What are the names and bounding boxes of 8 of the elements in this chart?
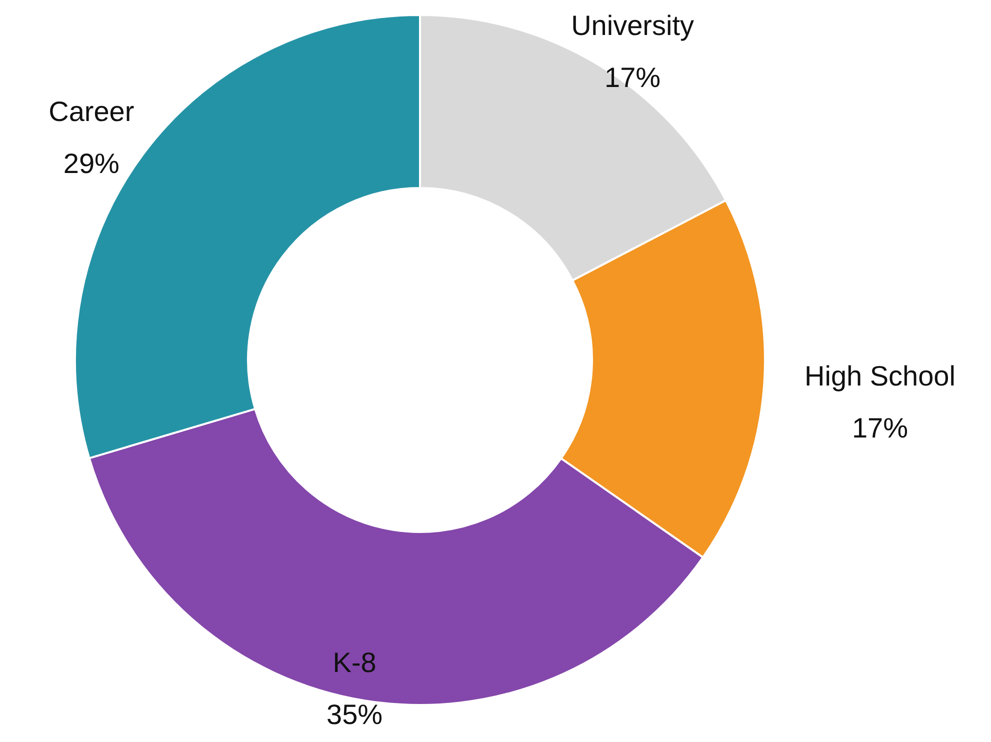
slice-label: K-8 <box>332 647 376 678</box>
data-label: 17% <box>852 412 908 444</box>
data-label: 29% <box>63 148 120 179</box>
slice-label: University <box>571 10 694 41</box>
slice-label: High School <box>804 360 956 392</box>
data-label: 35% <box>326 699 383 730</box>
data-label: 17% <box>604 62 661 93</box>
slice-label: Career <box>48 96 134 127</box>
